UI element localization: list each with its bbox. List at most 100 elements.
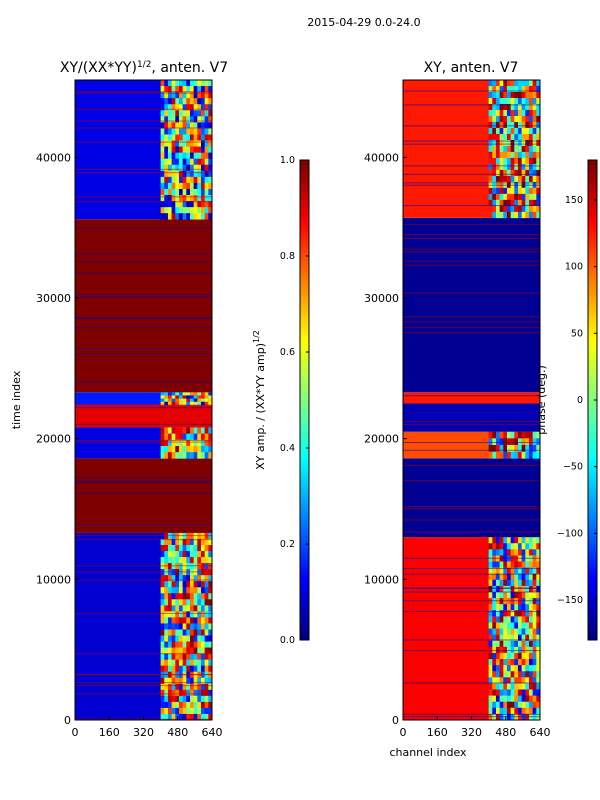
phase-cell: [492, 187, 497, 195]
amp-cell: [160, 80, 165, 87]
phase-colorbar-step: [588, 412, 597, 417]
phase-cell: [503, 567, 508, 575]
phase-cell: [521, 91, 526, 99]
amp-colorbar-step: [300, 164, 309, 169]
phase-cell: [503, 677, 508, 684]
phase-cell: [503, 695, 508, 703]
phase-cell: [521, 169, 526, 177]
amp-cell: [208, 201, 213, 208]
amp-cell: [164, 647, 169, 654]
phase-streak: [403, 260, 540, 262]
amp-cell: [189, 665, 194, 673]
phase-cell: [532, 85, 537, 93]
phase-cell: [510, 211, 515, 219]
amp-cell: [186, 176, 191, 184]
phase-cell: [528, 445, 533, 452]
phase-cell: [488, 431, 493, 439]
phase-colorbar-step: [588, 584, 597, 589]
phase-colorbar-step: [588, 284, 597, 289]
phase-cell: [492, 573, 497, 581]
amp-cell: [189, 635, 194, 642]
amp-cell: [182, 653, 187, 660]
amp-cell: [160, 188, 165, 196]
phase-cell: [510, 701, 515, 709]
amp-cell: [186, 452, 191, 459]
phase-colorbar-step: [588, 572, 597, 577]
amp-cell: [189, 122, 194, 129]
phase-cell: [492, 622, 497, 629]
phase-cell: [517, 610, 522, 617]
amp-cell: [189, 182, 194, 190]
phase-streak: [403, 143, 540, 145]
amp-colorbar-step: [300, 604, 309, 609]
phase-colorbar-step: [588, 180, 597, 185]
amp-cell: [167, 86, 172, 93]
amp-cell: [175, 207, 180, 214]
amp-cell: [182, 401, 187, 406]
amp-cell: [186, 92, 191, 99]
amp-colorbar-step: [300, 380, 309, 385]
amp-cell: [178, 647, 183, 654]
amp-cell: [160, 122, 165, 129]
phase-cell: [525, 103, 530, 111]
phase-cell: [521, 701, 526, 709]
amp-cell: [160, 665, 165, 673]
amp-cell: [193, 683, 198, 691]
amp-cell: [167, 445, 172, 453]
phase-cell: [514, 205, 519, 213]
amp-cell: [160, 599, 165, 606]
phase-colorbar-step: [588, 364, 597, 369]
amp-colorbar-step: [300, 212, 309, 217]
amp-cell: [208, 207, 213, 214]
amp-cell: [204, 152, 209, 160]
phase-cell: [492, 677, 497, 684]
amp-ytick-label: 10000: [36, 573, 71, 586]
phase-cell: [503, 193, 508, 201]
phase-streak: [403, 639, 540, 641]
amp-cell: [197, 557, 202, 564]
amp-cell: [200, 104, 205, 111]
phase-cell: [488, 604, 493, 611]
amp-cell: [164, 110, 169, 117]
amp-streak: [75, 579, 212, 581]
phase-cell: [510, 585, 515, 593]
amp-cell: [182, 134, 187, 141]
phase-cell: [525, 543, 530, 550]
amp-cell: [182, 593, 187, 600]
phase-cell: [503, 561, 508, 568]
phase-cell: [488, 187, 493, 195]
phase-colorbar-step: [588, 372, 597, 377]
amp-cell: [178, 544, 183, 552]
amp-cell: [189, 207, 194, 214]
amp-cell: [178, 170, 183, 178]
phase-cell: [517, 451, 522, 459]
phase-band: [403, 458, 540, 538]
amp-cell: [175, 401, 180, 406]
amp-cell: [175, 538, 180, 546]
amp-colorbar-step: [300, 560, 309, 565]
phase-cell: [514, 445, 519, 452]
phase-cell: [532, 592, 537, 599]
amp-cell: [200, 683, 205, 691]
phase-cell: [517, 579, 522, 587]
amp-cell: [182, 433, 187, 441]
phase-cell: [517, 677, 522, 684]
phase-cell: [510, 659, 515, 666]
phase-cell: [532, 431, 537, 439]
phase-cell: [525, 431, 530, 439]
phase-cell: [525, 438, 530, 446]
amp-cell: [186, 98, 191, 105]
amp-cell: [208, 98, 213, 105]
amp-cell: [204, 116, 209, 123]
phase-streak: [403, 568, 540, 570]
amp-cell: [208, 195, 213, 202]
amp-cell: [171, 695, 176, 703]
phase-cell: [506, 169, 511, 177]
phase-cell: [536, 665, 541, 672]
phase-cell: [492, 628, 497, 635]
amp-cell: [186, 629, 191, 636]
amp-cell: [189, 617, 194, 624]
amp-cell: [160, 713, 165, 721]
phase-cell: [503, 151, 508, 159]
amp-cell: [189, 427, 194, 434]
